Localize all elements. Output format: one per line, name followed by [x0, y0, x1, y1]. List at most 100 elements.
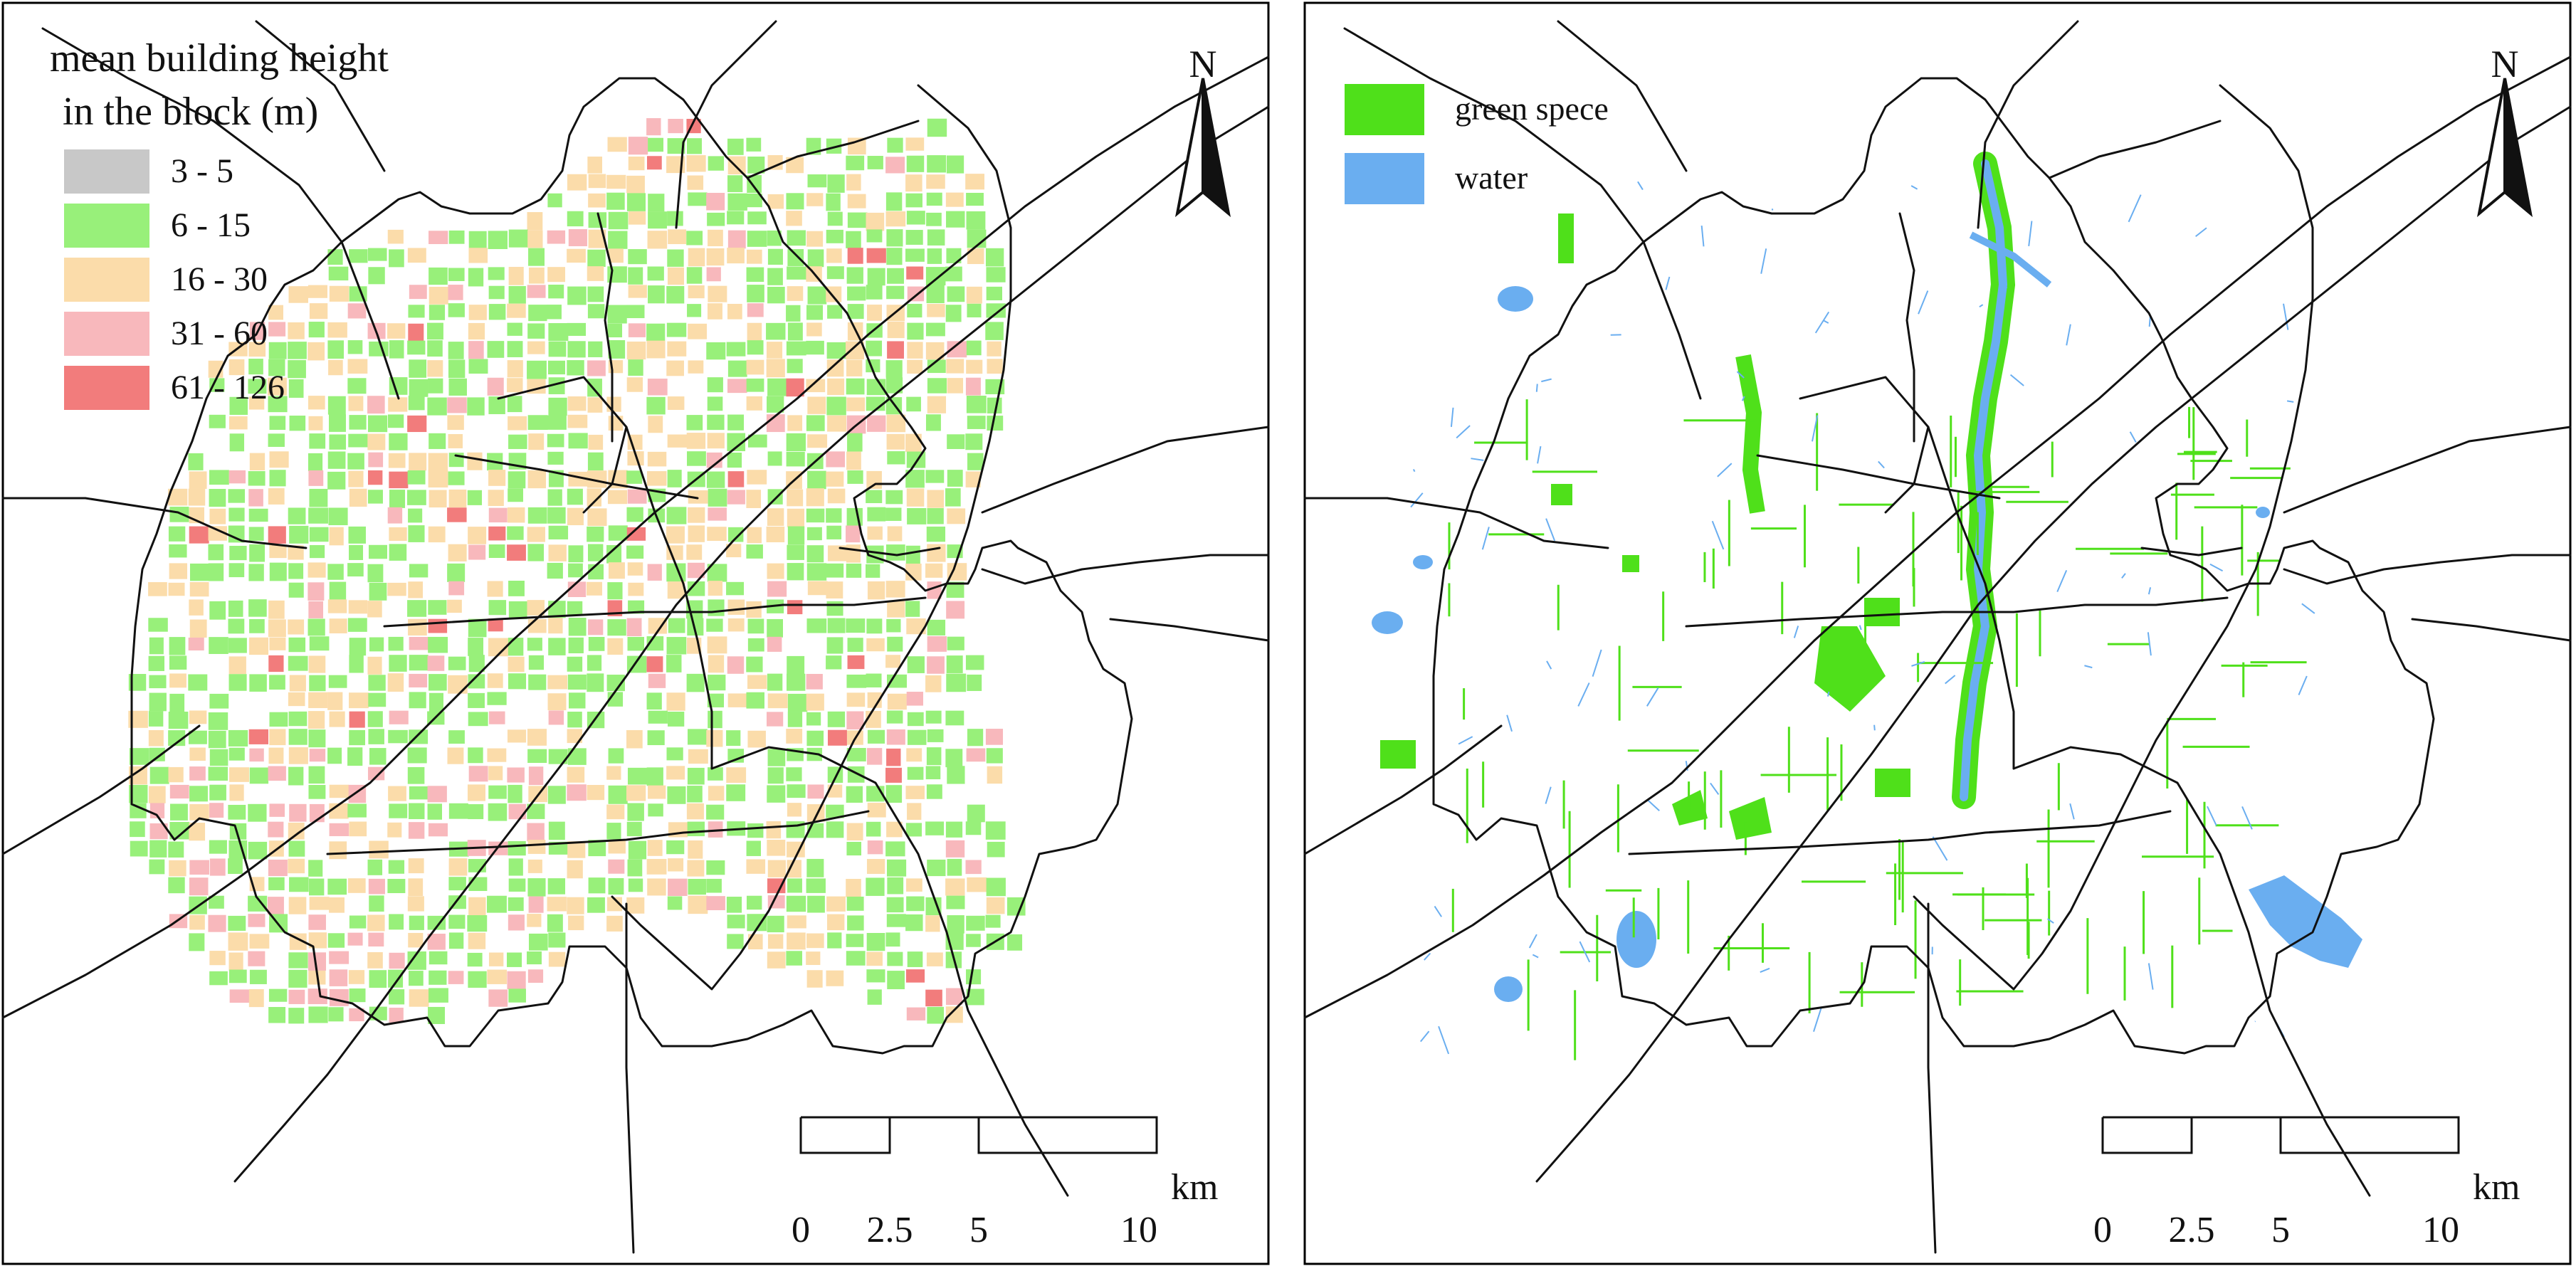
urban-block [708, 156, 725, 171]
urban-block [408, 581, 424, 598]
urban-block [866, 379, 886, 396]
urban-block [708, 507, 727, 521]
urban-block [967, 248, 984, 265]
urban-block [687, 581, 705, 596]
urban-block [488, 470, 506, 486]
urban-block [409, 915, 424, 930]
urban-block [249, 674, 267, 692]
urban-block [806, 858, 824, 877]
city-boundary [1432, 77, 2435, 1055]
map-frame [1303, 1, 2572, 1265]
urban-block [409, 692, 426, 709]
urban-block [488, 989, 508, 1007]
urban-block [328, 266, 349, 281]
urban-block [827, 488, 846, 504]
urban-block [168, 841, 184, 858]
urban-block [527, 323, 545, 339]
urban-block [228, 507, 245, 522]
urban-block [587, 304, 605, 319]
urban-block [648, 416, 663, 433]
urban-block [248, 379, 267, 394]
urban-block [907, 303, 922, 318]
urban-block [688, 248, 705, 267]
urban-block [367, 415, 388, 433]
urban-block [288, 655, 308, 671]
water-channel [2209, 563, 2224, 572]
urban-block [329, 784, 349, 798]
urban-block [646, 656, 663, 673]
urban-block [148, 786, 166, 803]
urban-block [646, 396, 666, 415]
urban-block [269, 470, 286, 487]
urban-block [727, 211, 745, 225]
urban-block [826, 471, 844, 487]
urban-block [786, 895, 806, 912]
urban-block [826, 342, 846, 359]
water-channel [2069, 803, 2075, 820]
urban-block [289, 877, 309, 892]
urban-block [767, 878, 786, 894]
urban-block [508, 803, 526, 820]
urban-block [209, 693, 229, 709]
urban-block [667, 267, 685, 285]
urban-block [905, 433, 922, 452]
urban-block [229, 823, 247, 840]
urban-block [887, 341, 904, 359]
urban-block [608, 211, 629, 230]
urban-block [906, 618, 926, 635]
urban-block [906, 748, 922, 762]
urban-block [349, 711, 365, 728]
urban-block [447, 507, 467, 522]
urban-block [626, 897, 645, 914]
urban-block [308, 322, 325, 338]
urban-block [607, 638, 624, 655]
urban-block [807, 434, 828, 448]
urban-block [626, 545, 644, 559]
scale-tick-5: 5 [969, 1210, 988, 1250]
urban-block [208, 766, 228, 781]
urban-block [209, 784, 226, 801]
water-channel [2207, 806, 2217, 826]
green-water-map-panel: green spece water N 0 2.5 5 10 km [1302, 0, 2576, 1271]
urban-block [727, 490, 745, 505]
urban-block [508, 416, 527, 431]
urban-block [627, 637, 645, 651]
urban-block [389, 490, 406, 508]
urban-block [925, 766, 941, 780]
water-channel [1665, 276, 1671, 290]
urban-block [727, 452, 742, 468]
urban-block [945, 821, 963, 838]
urban-block [547, 433, 564, 448]
urban-block [907, 507, 927, 524]
urban-block [646, 156, 662, 170]
urban-block [927, 155, 947, 173]
urban-block [668, 118, 683, 134]
urban-block [308, 784, 326, 799]
urban-block [367, 766, 385, 781]
urban-block [368, 490, 383, 504]
urban-block [885, 157, 905, 174]
urban-block [448, 675, 468, 694]
urban-block [806, 231, 824, 247]
urban-block [128, 674, 147, 691]
urban-block [288, 858, 305, 874]
urban-block [787, 655, 805, 675]
urban-block [488, 507, 508, 523]
water-channel [2241, 806, 2253, 830]
urban-block [767, 673, 783, 691]
urban-block [967, 416, 986, 429]
urban-block [368, 729, 384, 744]
urban-block [607, 323, 623, 338]
urban-block [826, 508, 842, 523]
urban-block [189, 823, 206, 841]
urban-block [369, 840, 389, 859]
urban-block [906, 266, 924, 280]
urban-block [628, 878, 643, 892]
urban-block [926, 747, 942, 766]
urban-block [329, 711, 345, 727]
urban-block [149, 840, 167, 858]
urban-block [208, 526, 227, 541]
urban-block [269, 729, 286, 746]
urban-block [408, 858, 424, 874]
urban-block [867, 526, 883, 540]
